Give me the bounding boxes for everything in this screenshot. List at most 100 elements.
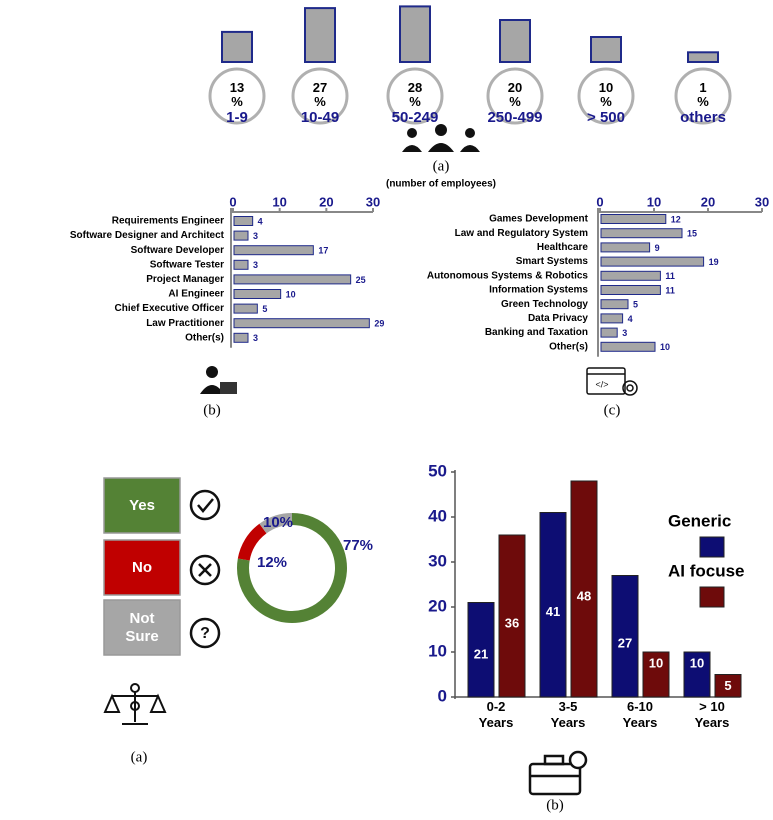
x-tick-label: 250-499 — [487, 109, 542, 126]
y-tick-label: Information Systems — [489, 285, 588, 296]
scale-icon — [103, 683, 167, 725]
percent-circle — [486, 67, 544, 125]
bar — [600, 313, 624, 324]
value-label: 5 — [633, 300, 638, 310]
value-label: 5 — [262, 304, 267, 314]
value-label: 13% — [230, 80, 244, 109]
svg-text:?: ? — [200, 625, 210, 642]
x-tick-label: 3-5 Years — [551, 699, 586, 730]
option-label: Yes — [129, 497, 155, 514]
x-tick-label: 50-249 — [392, 109, 439, 126]
y-tick-label: Other(s) — [549, 341, 588, 352]
value-label: 21 — [474, 646, 488, 661]
value-label: 17 — [318, 246, 328, 256]
y-tick-label: Chief Executive Officer — [115, 303, 225, 314]
y-tick-label: Law and Regulatory System — [455, 228, 588, 239]
bar — [600, 327, 618, 338]
value-label: 11 — [665, 285, 675, 295]
value-label: 9 — [655, 243, 660, 253]
y-tick-label: 40 — [428, 506, 447, 525]
bar — [687, 51, 719, 63]
caption: (b) — [546, 797, 564, 813]
value-label: 12 — [671, 214, 681, 224]
value-label: 1% — [697, 80, 709, 109]
value-label: 27% — [313, 80, 327, 109]
briefcase-icon — [528, 750, 588, 796]
y-tick-label: Requirements Engineer — [112, 216, 224, 227]
value-label: 3 — [253, 260, 258, 270]
bar — [600, 341, 656, 352]
y-tick-label: Other(s) — [185, 332, 224, 343]
svg-text:</>: </> — [595, 379, 608, 389]
caption: (b) — [203, 402, 221, 418]
bar — [600, 299, 629, 310]
bar — [714, 674, 742, 698]
bar — [233, 230, 249, 241]
caption: (a) — [433, 158, 450, 174]
y-tick-label: Green Technology — [501, 299, 588, 310]
caption: (c) — [604, 402, 621, 418]
x-tick-label: 20 — [701, 194, 715, 209]
value-label: 41 — [546, 604, 560, 619]
value-label: 10% — [599, 80, 613, 109]
bar — [304, 7, 336, 64]
bar — [233, 332, 249, 343]
x-tick-label: 10 — [272, 194, 286, 209]
value-label: 29 — [374, 319, 384, 329]
value-label: 10% — [263, 514, 293, 531]
x-tick-label: 0-2 Years — [479, 699, 514, 730]
value-label: 20% — [508, 80, 522, 109]
bar — [233, 245, 314, 256]
subtitle: (number of employees) — [386, 179, 496, 190]
percent-circle — [577, 67, 635, 125]
worker-icon — [200, 366, 237, 394]
y-tick-label: Autonomous Systems & Robotics — [427, 270, 589, 281]
donut-segment — [237, 513, 347, 623]
value-label: 3 — [622, 328, 627, 338]
value-label: 10 — [649, 655, 663, 670]
y-tick-label: Banking and Taxation — [485, 327, 588, 338]
code-icon: </> — [586, 367, 638, 396]
donut-segment — [237, 523, 267, 561]
y-tick-label: Project Manager — [146, 274, 224, 285]
option-box — [103, 599, 181, 656]
value-label: 10 — [660, 342, 670, 352]
bar — [570, 480, 598, 698]
people-icon — [402, 124, 480, 152]
y-tick-label: Data Privacy — [528, 313, 588, 324]
legend-swatch — [699, 536, 725, 558]
y-tick-label: Software Designer and Architect — [70, 230, 225, 241]
percent-circle — [386, 67, 444, 125]
bar — [600, 242, 651, 253]
bar — [642, 651, 670, 698]
option-label: No — [132, 559, 152, 576]
y-tick-label: 20 — [428, 596, 447, 615]
value-label: 4 — [258, 216, 263, 226]
value-label: 5 — [724, 678, 731, 693]
y-tick-label: Software Developer — [131, 245, 224, 256]
bar — [611, 575, 639, 698]
x-tick-label: others — [680, 109, 726, 126]
bar — [221, 30, 253, 63]
bar — [233, 289, 282, 299]
bar — [499, 19, 531, 63]
legend-swatch — [699, 586, 725, 608]
legend-label: AI focuse — [668, 561, 745, 580]
bar — [600, 256, 705, 267]
y-tick-label: Games Development — [489, 214, 589, 225]
bar — [683, 651, 711, 698]
x-tick-label: 0 — [596, 194, 603, 209]
value-label: 3 — [253, 333, 258, 343]
bar — [600, 285, 661, 295]
donut-segment — [259, 513, 293, 534]
y-tick-label: Software Tester — [150, 259, 224, 270]
bar — [590, 36, 622, 63]
percent-circle — [674, 67, 732, 125]
caption: (a) — [131, 749, 148, 765]
y-tick-label: 0 — [438, 686, 447, 705]
x-tick-label: > 10 Years — [695, 699, 730, 730]
x-tick-label: 0 — [229, 194, 236, 209]
bar — [233, 303, 258, 314]
bar — [233, 318, 370, 329]
value-label: 48 — [577, 588, 591, 603]
